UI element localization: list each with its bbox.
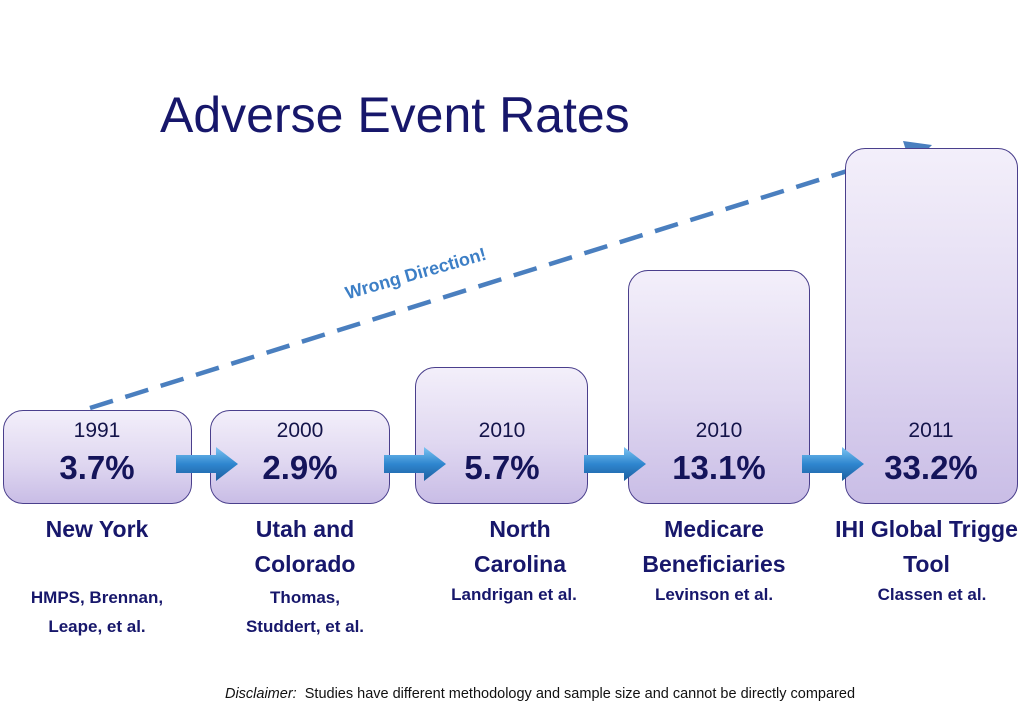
study-year: 2010 (478, 419, 526, 442)
disclaimer-prefix: Disclaimer: (224, 686, 297, 702)
study-rate: 33.2% (884, 449, 978, 486)
study-authors: Landrigan et al. (451, 585, 577, 604)
study-authors: Levinson et al. (654, 585, 774, 604)
study-year: 2010 (695, 419, 743, 442)
study-year: 2000 (276, 419, 324, 442)
study-year: 2011 (908, 419, 954, 442)
study-authors: Classen et al. (877, 585, 987, 604)
flow-arrow-icon (176, 447, 238, 481)
study-box-medicare (628, 270, 810, 504)
study-label: Medicare Beneficiaries (642, 516, 786, 577)
study-box-north-carolina (415, 367, 588, 504)
slide-title: Adverse Event Rates (160, 87, 630, 143)
flow-arrow-icon (584, 447, 646, 481)
disclaimer-text: Studies have different methodology and s… (304, 686, 856, 702)
flow-arrow-icon (802, 447, 864, 481)
study-rate: 3.7% (59, 449, 135, 486)
study-label: New York (45, 516, 149, 542)
study-label: IHI Global Trigge Tool (835, 516, 1018, 577)
flow-arrow-icon (384, 447, 446, 481)
disclaimer: Disclaimer: Studies have different metho… (0, 686, 1024, 702)
study-box-new-york (3, 410, 192, 504)
study-box-ihi (845, 148, 1018, 504)
study-label: North Carolina (473, 516, 567, 577)
study-authors: Thomas, Studdert, et al. (245, 588, 365, 636)
study-rate: 13.1% (672, 449, 766, 486)
study-label: Utah and Colorado (254, 516, 356, 577)
study-year: 1991 (73, 419, 121, 442)
study-authors: HMPS, Brennan, Leape, et al. (30, 588, 164, 636)
study-rate: 2.9% (262, 449, 338, 486)
study-rate: 5.7% (464, 449, 540, 486)
